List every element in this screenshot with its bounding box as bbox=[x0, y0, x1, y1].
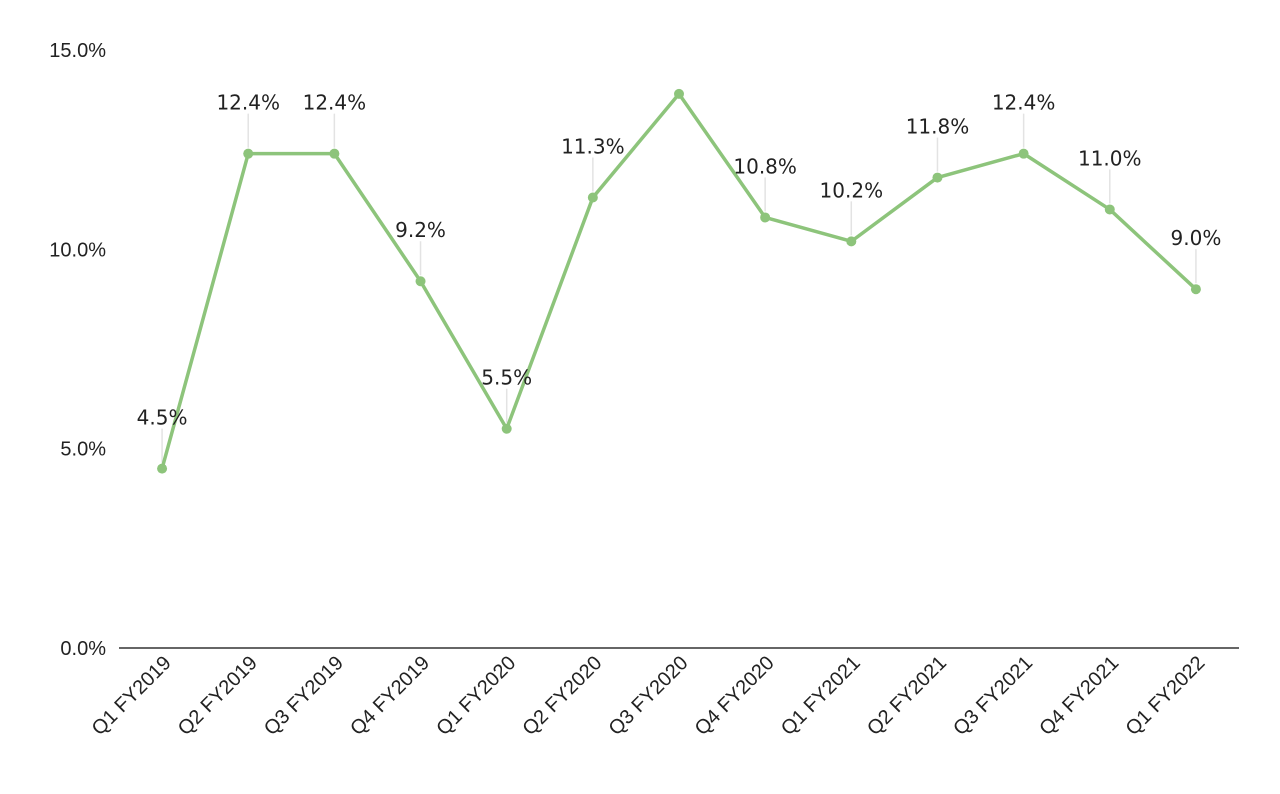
y-axis: 0.0% 5.0% 10.0% 15.0% bbox=[49, 40, 106, 660]
data-label: 11.8% bbox=[906, 115, 970, 139]
y-tick-label: 5.0% bbox=[60, 439, 106, 461]
data-point bbox=[243, 148, 254, 159]
x-tick-label: Q2 FY2020 bbox=[518, 652, 606, 740]
data-point bbox=[846, 236, 857, 247]
x-tick-label: Q3 FY2021 bbox=[949, 652, 1037, 740]
data-point bbox=[760, 212, 771, 223]
y-tick-label: 10.0% bbox=[49, 239, 106, 261]
data-label: 9.2% bbox=[395, 218, 446, 242]
data-label-leaders bbox=[161, 113, 1197, 463]
data-point bbox=[932, 172, 943, 183]
x-tick-label: Q2 FY2021 bbox=[863, 652, 951, 740]
x-tick-label: Q1 FY2020 bbox=[432, 652, 520, 740]
x-tick-label: Q4 FY2020 bbox=[691, 652, 779, 740]
x-tick-label: Q3 FY2020 bbox=[605, 652, 693, 740]
data-label: 10.8% bbox=[733, 154, 797, 178]
x-tick-label: Q1 FY2022 bbox=[1122, 652, 1210, 740]
data-point bbox=[1104, 204, 1115, 215]
y-tick-label: 15.0% bbox=[49, 40, 106, 62]
data-points bbox=[157, 88, 1201, 474]
data-label: 12.4% bbox=[216, 91, 280, 115]
data-labels: 4.5% 12.4% 12.4% 9.2% 5.5% 11.3% 10.8% 10.2% 11.… bbox=[137, 91, 1222, 430]
y-tick-label: 0.0% bbox=[60, 638, 106, 660]
x-tick-label: Q3 FY2019 bbox=[260, 652, 348, 740]
x-tick-label: Q1 FY2019 bbox=[88, 652, 176, 740]
data-point bbox=[501, 423, 512, 434]
x-tick-label: Q4 FY2021 bbox=[1035, 652, 1123, 740]
data-label: 9.0% bbox=[1171, 226, 1222, 250]
data-point bbox=[157, 463, 168, 474]
data-point bbox=[587, 192, 598, 203]
data-label: 11.3% bbox=[561, 135, 625, 159]
data-label: 5.5% bbox=[481, 366, 532, 390]
data-label: 12.4% bbox=[303, 91, 367, 115]
data-label: 4.5% bbox=[137, 406, 188, 430]
data-point bbox=[674, 88, 684, 99]
x-tick-label: Q1 FY2021 bbox=[777, 652, 865, 740]
data-label: 11.0% bbox=[1078, 146, 1142, 170]
x-tick-label: Q2 FY2019 bbox=[174, 652, 262, 740]
data-point bbox=[415, 276, 426, 287]
data-point bbox=[329, 148, 340, 159]
series-line bbox=[160, 92, 1198, 470]
x-tick-label: Q4 FY2019 bbox=[346, 652, 434, 740]
data-label: 10.2% bbox=[820, 178, 884, 202]
data-label: 12.4% bbox=[992, 91, 1056, 115]
data-point bbox=[1190, 284, 1201, 295]
data-point bbox=[1018, 148, 1029, 159]
